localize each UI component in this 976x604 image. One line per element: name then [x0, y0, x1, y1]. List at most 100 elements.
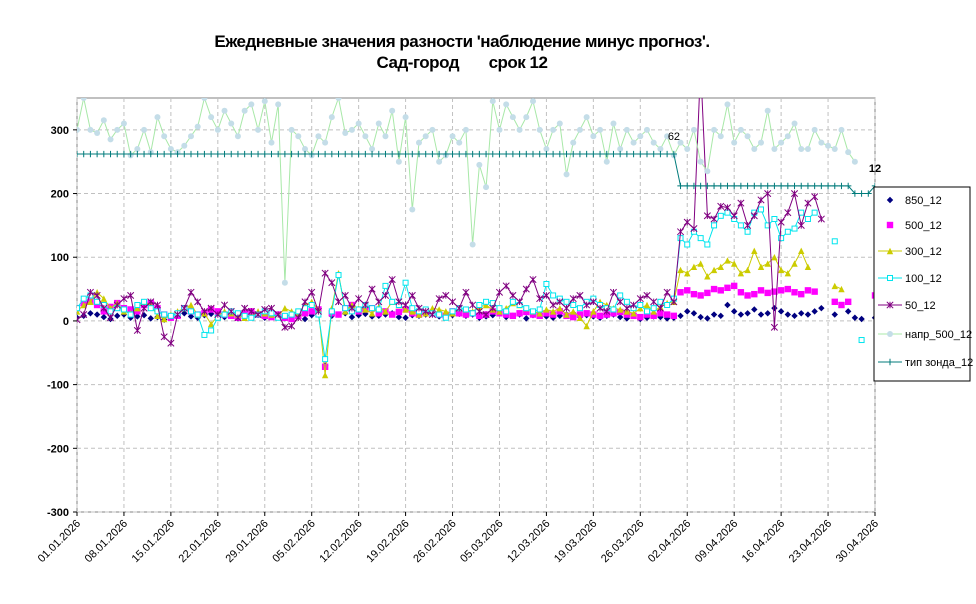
marker [120, 306, 127, 313]
marker [610, 120, 617, 127]
marker [844, 182, 852, 190]
marker [147, 315, 154, 322]
marker [563, 171, 570, 178]
marker [717, 212, 724, 219]
marker [751, 306, 758, 313]
marker [422, 133, 429, 140]
x-tick-label: 30.04.2026 [834, 518, 881, 565]
marker [764, 182, 771, 190]
marker [576, 291, 584, 299]
marker [730, 212, 738, 220]
marker [798, 145, 805, 152]
marker [301, 310, 309, 317]
marker [865, 190, 872, 197]
marker [382, 282, 389, 289]
marker [770, 323, 778, 331]
marker [261, 98, 268, 105]
marker [241, 107, 248, 114]
marker [328, 114, 335, 121]
marker [482, 150, 490, 158]
marker [415, 311, 423, 318]
marker [227, 307, 235, 315]
marker [221, 107, 228, 114]
marker [664, 302, 671, 308]
marker [663, 150, 671, 158]
marker [704, 315, 711, 322]
marker [744, 310, 751, 317]
marker [697, 158, 704, 165]
marker [697, 63, 703, 69]
marker [697, 292, 704, 299]
marker [838, 182, 845, 190]
marker [791, 182, 798, 190]
marker [321, 363, 329, 370]
marker [241, 312, 248, 319]
marker [886, 221, 894, 229]
marker [281, 304, 289, 312]
marker [294, 314, 302, 322]
marker [550, 126, 557, 133]
marker [858, 190, 865, 197]
legend [873, 186, 971, 382]
marker [784, 209, 792, 217]
marker [308, 308, 315, 315]
marker [757, 287, 765, 294]
marker [643, 301, 651, 309]
marker [355, 295, 363, 303]
marker [798, 290, 805, 298]
legend-label: 300_12 [905, 246, 942, 258]
marker [382, 150, 389, 158]
marker [381, 291, 390, 299]
marker [516, 150, 523, 158]
marker [710, 285, 718, 293]
marker [543, 310, 550, 317]
marker [831, 298, 838, 306]
marker [670, 150, 678, 158]
marker [838, 285, 845, 293]
marker [744, 292, 751, 299]
marker [825, 142, 832, 149]
marker [476, 312, 483, 320]
marker [596, 150, 604, 158]
marker [623, 126, 630, 133]
marker [570, 308, 577, 315]
marker [86, 288, 94, 296]
marker [684, 145, 691, 152]
marker [100, 117, 107, 124]
marker [435, 150, 443, 158]
marker [496, 308, 503, 315]
marker [281, 312, 288, 319]
marker [87, 298, 94, 306]
marker [616, 150, 624, 158]
marker [402, 279, 409, 286]
marker [562, 304, 571, 312]
marker [630, 139, 637, 146]
marker [422, 150, 429, 158]
marker [77, 126, 80, 133]
marker [342, 308, 349, 315]
x-tick-label: 26.02.2026 [411, 518, 458, 565]
marker [851, 314, 859, 321]
marker [704, 273, 711, 280]
marker [134, 304, 141, 312]
marker [744, 221, 752, 229]
marker [630, 310, 637, 317]
marker [489, 304, 497, 312]
marker [690, 182, 698, 190]
marker [449, 150, 456, 158]
marker [596, 304, 604, 312]
marker [831, 282, 838, 290]
marker [570, 302, 577, 308]
marker [831, 311, 838, 318]
marker [114, 312, 121, 320]
marker [342, 305, 349, 312]
marker [120, 150, 128, 158]
x-tick-label: 02.04.2026 [646, 518, 693, 565]
marker [757, 263, 765, 270]
marker [529, 150, 537, 158]
marker [717, 287, 724, 294]
marker [174, 311, 182, 319]
marker [798, 247, 805, 255]
marker [570, 313, 577, 321]
marker [154, 114, 161, 121]
